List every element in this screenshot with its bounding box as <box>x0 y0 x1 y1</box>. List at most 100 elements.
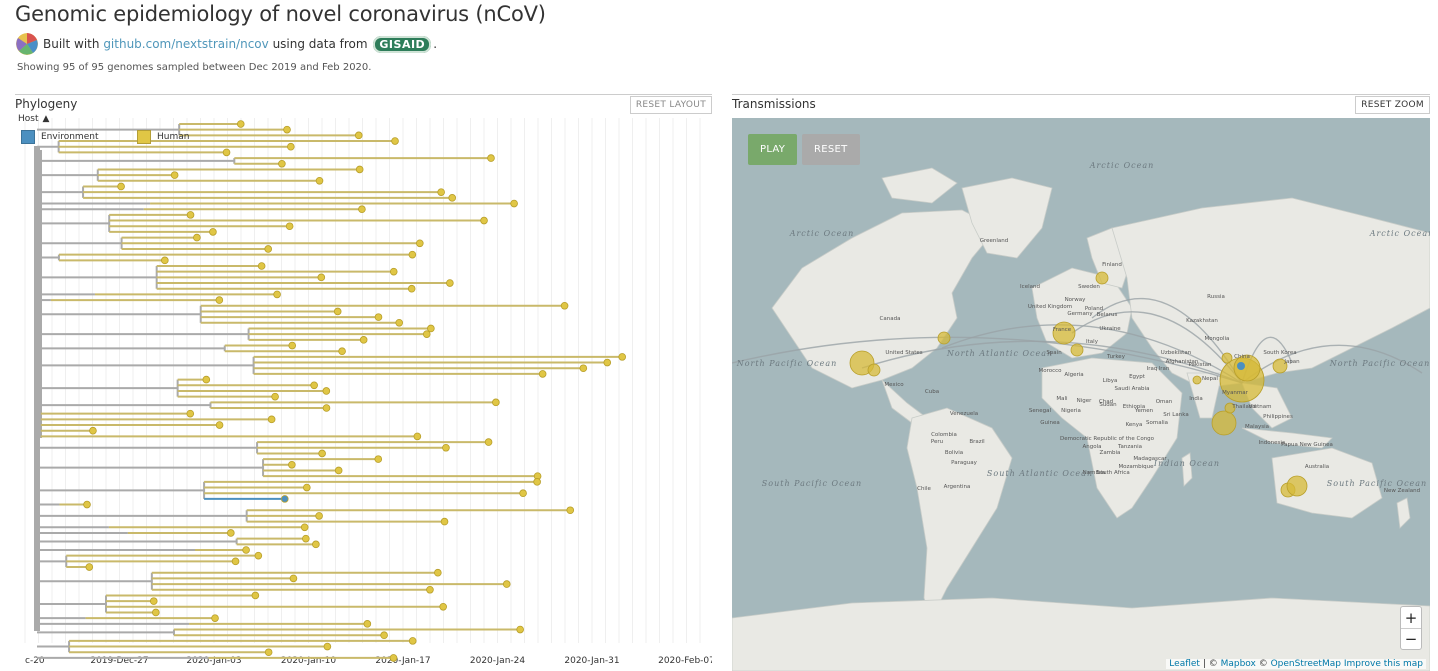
tree-tip[interactable] <box>519 489 527 498</box>
reset-zoom-button[interactable]: RESET ZOOM <box>1355 96 1430 114</box>
tree-tip[interactable] <box>323 642 332 651</box>
tree-tip[interactable] <box>413 432 422 441</box>
tree-tip[interactable] <box>283 125 291 134</box>
tree-tip[interactable] <box>618 353 627 361</box>
tree-tip[interactable] <box>380 631 388 639</box>
tree-tip[interactable] <box>416 239 424 248</box>
mapbox-link[interactable]: Mapbox <box>1220 659 1256 669</box>
tree-tip[interactable] <box>446 279 454 287</box>
tree-tip[interactable] <box>186 211 195 219</box>
tree-tip[interactable] <box>484 438 493 446</box>
sample-location-marker[interactable] <box>1211 410 1237 436</box>
tree-tip[interactable] <box>236 120 245 128</box>
tree-tip[interactable] <box>358 205 366 213</box>
world-map[interactable]: Arctic Ocean Arctic Ocean Arctic Ocean Nort… <box>732 118 1430 671</box>
tree-tip[interactable] <box>502 580 511 588</box>
reset-layout-button[interactable]: RESET LAYOUT <box>629 96 712 114</box>
tree-tip[interactable] <box>202 375 211 384</box>
tree-tip[interactable] <box>389 654 398 662</box>
tree-tip[interactable] <box>303 483 311 492</box>
sample-location-marker[interactable] <box>1052 321 1076 345</box>
tree-tip[interactable] <box>408 637 417 645</box>
sample-location-marker[interactable] <box>1224 402 1236 414</box>
tree-tip[interactable] <box>408 250 417 259</box>
tree-tip[interactable] <box>355 165 364 174</box>
tree-tip[interactable] <box>83 500 91 509</box>
legend-item-human[interactable]: Human <box>137 130 189 144</box>
tree-tip[interactable] <box>215 421 224 429</box>
tree-tip[interactable] <box>278 159 286 168</box>
tree-tip[interactable] <box>271 392 279 401</box>
tree-tip[interactable] <box>152 608 160 617</box>
tree-tip[interactable] <box>407 284 416 293</box>
tree-tip[interactable] <box>287 142 295 151</box>
tree-tip[interactable] <box>510 199 518 208</box>
tree-tip[interactable] <box>289 574 298 583</box>
tree-tip[interactable] <box>354 131 363 140</box>
sample-location-marker[interactable] <box>1233 354 1261 382</box>
tree-tip[interactable] <box>117 182 125 191</box>
tree-tip[interactable] <box>538 370 547 378</box>
tree-tip[interactable] <box>322 404 331 412</box>
tree-tip[interactable] <box>318 449 326 458</box>
tree-tip[interactable] <box>312 540 320 549</box>
tree-tip[interactable] <box>448 194 457 202</box>
sample-location-marker[interactable] <box>1286 475 1308 497</box>
legend-title[interactable]: Host ▲ <box>18 114 49 124</box>
legend-item-environment[interactable]: Environment <box>21 130 98 144</box>
sample-location-marker[interactable] <box>1221 352 1233 364</box>
tree-tip[interactable] <box>257 262 266 270</box>
tree-tip[interactable] <box>161 256 169 265</box>
tree-tip[interactable] <box>338 347 346 356</box>
reset-map-button[interactable]: RESET <box>802 134 860 165</box>
tree-tip[interactable] <box>487 154 495 162</box>
tree-tip[interactable] <box>603 358 612 367</box>
tree-tip[interactable] <box>315 512 323 520</box>
tree-tip[interactable] <box>395 319 404 327</box>
tree-tip[interactable] <box>440 517 449 526</box>
tree-tip[interactable] <box>533 478 541 486</box>
tree-tip[interactable] <box>426 585 434 594</box>
tree-tip[interactable] <box>566 506 575 515</box>
tree-tip[interactable] <box>242 546 250 554</box>
tree-tip[interactable] <box>267 415 276 424</box>
tree-tip[interactable] <box>273 290 281 299</box>
tree-tip[interactable] <box>374 313 383 321</box>
tree-tip[interactable] <box>285 222 294 231</box>
tree-tip[interactable] <box>300 523 309 532</box>
tree-tip[interactable] <box>264 245 273 253</box>
tree-tip[interactable] <box>439 602 447 611</box>
osm-link[interactable]: OpenStreetMap <box>1270 659 1341 669</box>
tree-tip[interactable] <box>215 296 224 304</box>
tree-tip[interactable] <box>480 216 488 225</box>
repo-link[interactable]: github.com/nextstrain/ncov <box>103 37 269 51</box>
tree-tip[interactable] <box>281 495 289 503</box>
tree-tip[interactable] <box>389 267 398 276</box>
tree-tip[interactable] <box>231 557 240 566</box>
zoom-in-button[interactable]: + <box>1404 608 1418 627</box>
tree-tip[interactable] <box>560 301 569 310</box>
tree-tip[interactable] <box>579 364 588 373</box>
tree-tip[interactable] <box>193 233 201 242</box>
chevron-up-icon[interactable]: ▲ <box>42 114 50 124</box>
tree-tip[interactable] <box>427 324 435 333</box>
sample-location-marker[interactable] <box>1192 375 1202 385</box>
tree-tip[interactable] <box>334 466 343 475</box>
tree-tip[interactable] <box>211 614 219 622</box>
tree-tip[interactable] <box>333 307 342 316</box>
leaflet-link[interactable]: Leaflet <box>1169 659 1200 669</box>
play-button[interactable]: PLAY <box>748 134 798 165</box>
tree-tip[interactable] <box>264 648 273 657</box>
tree-tip[interactable] <box>222 148 231 157</box>
tree-tip[interactable] <box>442 443 450 452</box>
tree-tip[interactable] <box>492 398 500 407</box>
tree-tip[interactable] <box>516 625 524 634</box>
phylogeny-tree[interactable]: c-20 2019-Dec-27 2020-Jan-03 2020-Jan-10 202… <box>15 118 712 671</box>
tree-tip[interactable] <box>434 568 442 577</box>
sample-location-marker[interactable] <box>867 363 881 377</box>
tree-tip[interactable] <box>288 341 297 350</box>
tree-tip[interactable] <box>170 171 179 179</box>
tree-tip[interactable] <box>437 188 445 196</box>
tree-tip[interactable] <box>363 620 372 628</box>
tree-tip[interactable] <box>391 137 399 145</box>
